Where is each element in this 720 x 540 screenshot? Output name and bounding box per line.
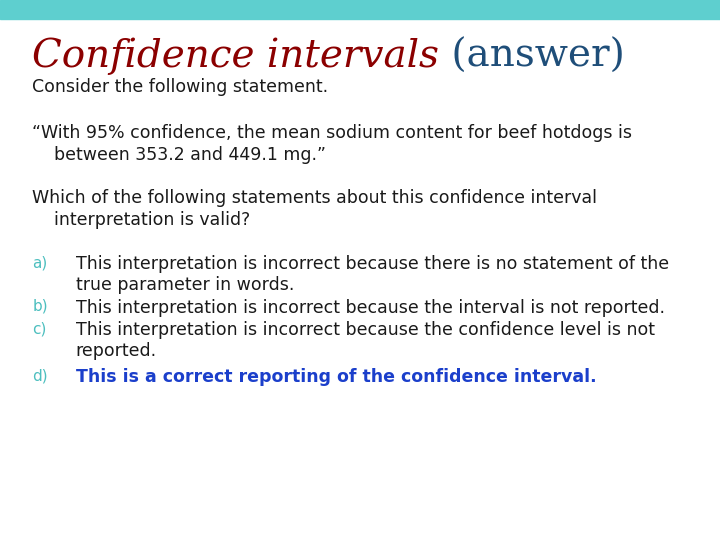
Text: a): a): [32, 255, 48, 271]
Text: This interpretation is incorrect because there is no statement of the: This interpretation is incorrect because…: [76, 255, 669, 273]
Text: (answer): (answer): [439, 38, 625, 75]
Bar: [0, 0, 720, 19]
Text: This interpretation is incorrect because the confidence level is not: This interpretation is incorrect because…: [76, 321, 654, 339]
Text: Which of the following statements about this confidence interval: Which of the following statements about …: [32, 189, 598, 207]
Text: c): c): [32, 321, 47, 336]
Text: between 353.2 and 449.1 mg.”: between 353.2 and 449.1 mg.”: [32, 146, 326, 164]
Text: b): b): [32, 299, 48, 314]
Text: This is a correct reporting of the confidence interval.: This is a correct reporting of the confi…: [76, 368, 596, 386]
Text: Confidence intervals: Confidence intervals: [32, 38, 439, 75]
Text: “With 95% confidence, the mean sodium content for beef hotdogs is: “With 95% confidence, the mean sodium co…: [32, 124, 632, 142]
Text: interpretation is valid?: interpretation is valid?: [32, 211, 251, 228]
Text: This interpretation is incorrect because the interval is not reported.: This interpretation is incorrect because…: [76, 299, 665, 316]
Text: Consider the following statement.: Consider the following statement.: [32, 78, 328, 96]
Text: true parameter in words.: true parameter in words.: [76, 276, 294, 294]
Text: d): d): [32, 368, 48, 383]
Text: reported.: reported.: [76, 342, 157, 360]
